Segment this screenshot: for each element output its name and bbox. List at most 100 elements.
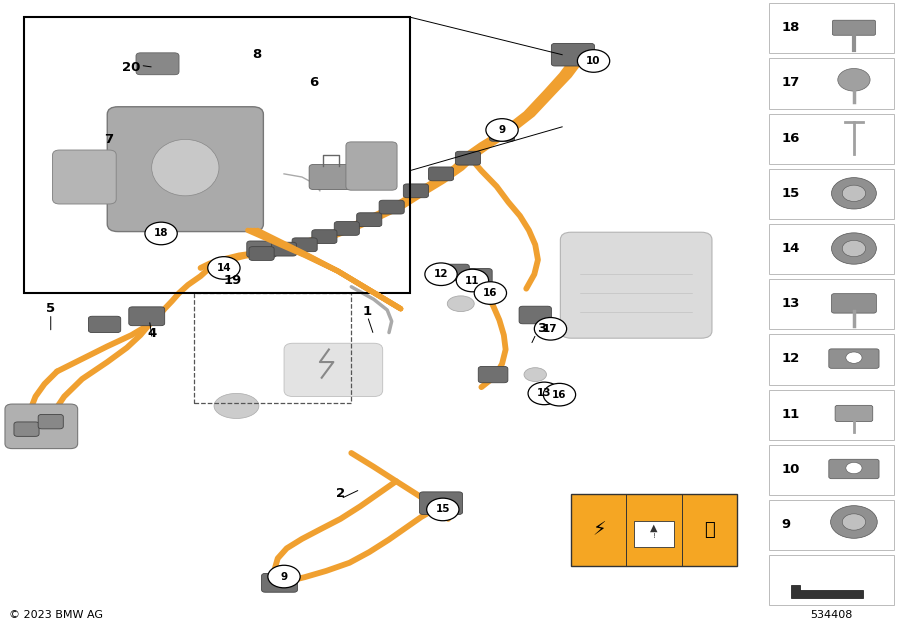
- Circle shape: [842, 241, 866, 256]
- FancyBboxPatch shape: [379, 200, 404, 214]
- Bar: [769, 445, 894, 495]
- FancyBboxPatch shape: [249, 246, 274, 260]
- Circle shape: [474, 282, 507, 304]
- Bar: [769, 224, 894, 274]
- Bar: [634, 521, 674, 547]
- Text: 10: 10: [781, 463, 799, 476]
- Circle shape: [268, 565, 301, 588]
- FancyBboxPatch shape: [829, 459, 879, 479]
- Circle shape: [486, 118, 518, 141]
- Text: 11: 11: [465, 275, 480, 285]
- Circle shape: [832, 233, 877, 264]
- FancyBboxPatch shape: [428, 167, 454, 181]
- Ellipse shape: [447, 296, 474, 312]
- FancyBboxPatch shape: [490, 127, 515, 141]
- FancyBboxPatch shape: [129, 307, 165, 326]
- Text: !: !: [652, 533, 655, 539]
- Text: 12: 12: [434, 269, 448, 279]
- Circle shape: [535, 318, 567, 340]
- Text: 16: 16: [553, 390, 567, 399]
- Text: 14: 14: [781, 242, 799, 255]
- Text: 17: 17: [781, 76, 799, 89]
- Circle shape: [208, 256, 240, 279]
- Text: 15: 15: [436, 505, 450, 515]
- Text: 12: 12: [781, 352, 799, 365]
- Bar: [769, 500, 894, 550]
- FancyBboxPatch shape: [5, 404, 77, 449]
- FancyBboxPatch shape: [52, 150, 116, 204]
- Circle shape: [832, 178, 877, 209]
- Circle shape: [831, 506, 878, 538]
- Circle shape: [425, 263, 457, 285]
- Text: 20: 20: [122, 60, 140, 74]
- Circle shape: [544, 384, 576, 406]
- Text: 9: 9: [781, 518, 790, 531]
- Circle shape: [578, 50, 609, 72]
- FancyBboxPatch shape: [829, 349, 879, 369]
- Text: 6: 6: [309, 76, 319, 89]
- Bar: [769, 3, 894, 54]
- FancyBboxPatch shape: [835, 405, 873, 421]
- Bar: [769, 555, 894, 605]
- FancyBboxPatch shape: [247, 241, 276, 257]
- Text: 2: 2: [336, 487, 345, 500]
- Circle shape: [846, 462, 862, 474]
- Text: ⚡: ⚡: [592, 520, 606, 539]
- Circle shape: [528, 382, 561, 404]
- Bar: [769, 59, 894, 108]
- Text: 17: 17: [544, 324, 558, 334]
- Polygon shape: [791, 585, 863, 598]
- Ellipse shape: [524, 368, 546, 382]
- FancyBboxPatch shape: [272, 243, 297, 256]
- FancyBboxPatch shape: [561, 232, 712, 338]
- FancyBboxPatch shape: [88, 316, 121, 333]
- Text: 7: 7: [104, 133, 113, 146]
- Text: 5: 5: [46, 302, 55, 315]
- FancyBboxPatch shape: [419, 492, 463, 515]
- FancyBboxPatch shape: [284, 343, 382, 396]
- Text: ▲: ▲: [651, 523, 658, 533]
- Circle shape: [145, 222, 177, 244]
- Text: 18: 18: [154, 229, 168, 239]
- Text: 16: 16: [781, 132, 799, 145]
- FancyBboxPatch shape: [519, 306, 552, 324]
- FancyBboxPatch shape: [14, 422, 39, 437]
- Bar: [572, 494, 737, 566]
- Text: 534408: 534408: [810, 610, 852, 620]
- FancyBboxPatch shape: [440, 264, 469, 280]
- Text: 11: 11: [781, 408, 799, 421]
- Text: 3: 3: [537, 323, 546, 335]
- FancyBboxPatch shape: [403, 184, 428, 198]
- Text: 🧤: 🧤: [704, 521, 715, 539]
- Text: 18: 18: [781, 21, 799, 34]
- Bar: [769, 389, 894, 440]
- Bar: [23, 17, 409, 293]
- FancyBboxPatch shape: [38, 415, 63, 429]
- FancyBboxPatch shape: [832, 20, 876, 35]
- Bar: [769, 335, 894, 385]
- FancyBboxPatch shape: [346, 142, 397, 190]
- Ellipse shape: [214, 393, 259, 418]
- Circle shape: [838, 69, 870, 91]
- Circle shape: [842, 185, 866, 202]
- Circle shape: [846, 352, 862, 364]
- FancyBboxPatch shape: [455, 151, 481, 165]
- FancyBboxPatch shape: [356, 213, 382, 227]
- FancyBboxPatch shape: [262, 573, 298, 592]
- Circle shape: [842, 514, 866, 530]
- FancyBboxPatch shape: [478, 367, 508, 383]
- Bar: [769, 113, 894, 164]
- Text: © 2023 BMW AG: © 2023 BMW AG: [9, 610, 103, 620]
- Text: 13: 13: [781, 297, 799, 310]
- Text: 1: 1: [363, 306, 372, 318]
- FancyBboxPatch shape: [292, 238, 317, 251]
- Bar: [194, 293, 351, 403]
- FancyBboxPatch shape: [334, 222, 359, 236]
- Text: 9: 9: [499, 125, 506, 135]
- Text: 10: 10: [586, 56, 601, 66]
- FancyBboxPatch shape: [311, 230, 337, 244]
- Text: 16: 16: [483, 288, 498, 298]
- FancyBboxPatch shape: [136, 53, 179, 75]
- Text: 4: 4: [148, 328, 157, 340]
- FancyBboxPatch shape: [107, 106, 264, 232]
